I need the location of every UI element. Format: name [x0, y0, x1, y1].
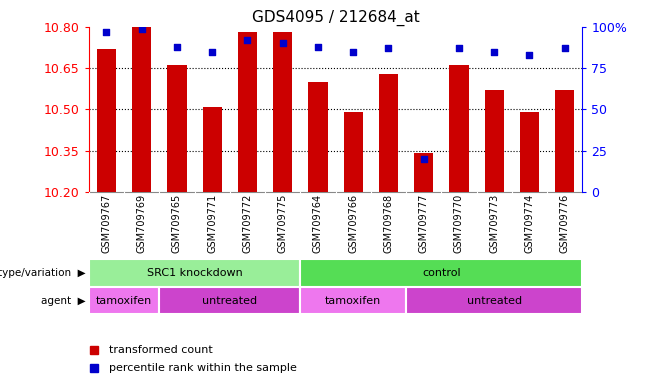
Text: GSM709771: GSM709771: [207, 194, 217, 253]
Title: GDS4095 / 212684_at: GDS4095 / 212684_at: [252, 9, 419, 25]
Bar: [414, 154, 434, 192]
Text: GSM709765: GSM709765: [172, 194, 182, 253]
Text: GSM709764: GSM709764: [313, 194, 323, 253]
Point: [418, 156, 429, 162]
Text: agent  ▶: agent ▶: [41, 296, 86, 306]
Text: genotype/variation  ▶: genotype/variation ▶: [0, 268, 86, 278]
Point: [136, 25, 147, 31]
Point: [172, 44, 182, 50]
Text: GSM709769: GSM709769: [137, 194, 147, 253]
Bar: [203, 107, 222, 192]
Text: GSM709767: GSM709767: [101, 194, 111, 253]
Point: [559, 45, 570, 51]
Text: untreated: untreated: [202, 296, 257, 306]
Text: transformed count: transformed count: [109, 345, 213, 356]
Bar: [406, 287, 582, 314]
Bar: [273, 32, 292, 192]
Text: GSM709766: GSM709766: [348, 194, 358, 253]
Bar: [555, 90, 574, 192]
Text: percentile rank within the sample: percentile rank within the sample: [109, 362, 297, 373]
Text: GSM709777: GSM709777: [418, 194, 429, 253]
Bar: [167, 65, 187, 192]
Bar: [300, 287, 406, 314]
Text: untreated: untreated: [467, 296, 522, 306]
Text: GSM709768: GSM709768: [384, 194, 393, 253]
Bar: [520, 112, 539, 192]
Bar: [132, 27, 151, 192]
Text: GSM709774: GSM709774: [524, 194, 534, 253]
Text: tamoxifen: tamoxifen: [325, 296, 382, 306]
Bar: [89, 259, 300, 287]
Point: [454, 45, 465, 51]
Bar: [308, 82, 328, 192]
Bar: [379, 74, 398, 192]
Text: control: control: [422, 268, 461, 278]
Bar: [97, 49, 116, 192]
Text: GSM709775: GSM709775: [278, 194, 288, 253]
Bar: [300, 259, 582, 287]
Point: [278, 40, 288, 46]
Text: GSM709776: GSM709776: [560, 194, 570, 253]
Bar: [484, 90, 504, 192]
Bar: [343, 112, 363, 192]
Bar: [159, 287, 300, 314]
Point: [101, 29, 112, 35]
Point: [348, 48, 359, 55]
Bar: [89, 287, 159, 314]
Point: [207, 48, 217, 55]
Text: GSM709773: GSM709773: [489, 194, 499, 253]
Text: GSM709770: GSM709770: [454, 194, 464, 253]
Point: [313, 44, 323, 50]
Bar: [449, 65, 468, 192]
Point: [524, 52, 535, 58]
Text: GSM709772: GSM709772: [242, 194, 253, 253]
Point: [489, 48, 499, 55]
Point: [383, 45, 393, 51]
Text: SRC1 knockdown: SRC1 knockdown: [147, 268, 242, 278]
Bar: [238, 32, 257, 192]
Point: [242, 37, 253, 43]
Text: tamoxifen: tamoxifen: [96, 296, 152, 306]
